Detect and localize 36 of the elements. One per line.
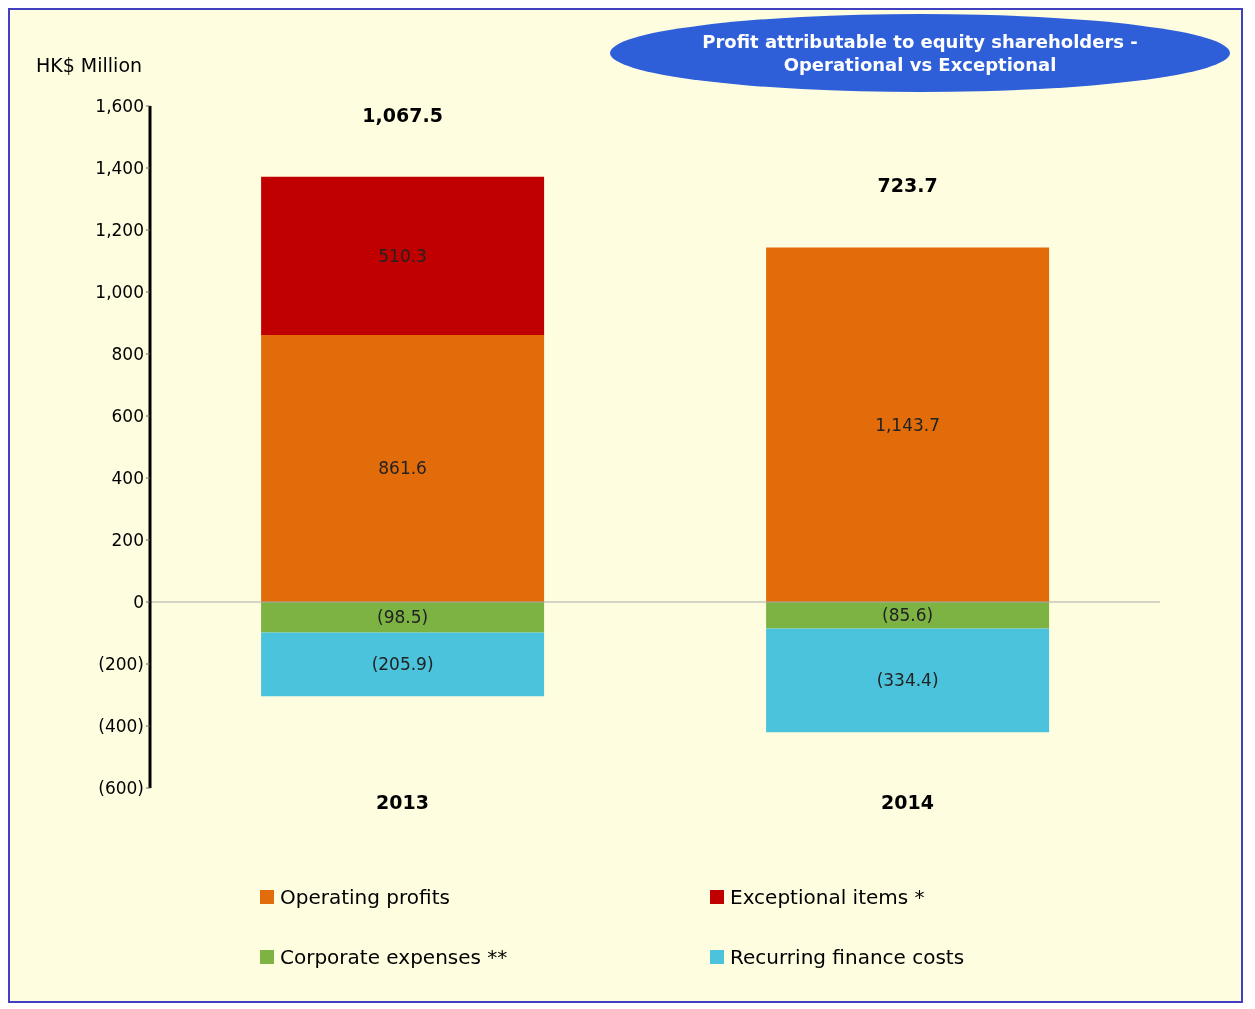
x-tick-label: 2014 bbox=[881, 791, 934, 814]
y-tick-label: (400) bbox=[98, 716, 144, 737]
y-tick-label: 600 bbox=[111, 406, 144, 427]
total-label: 1,067.5 bbox=[362, 103, 443, 126]
y-tick-label: 1,600 bbox=[95, 96, 144, 117]
y-tick-label: 1,000 bbox=[95, 282, 144, 303]
data-label: (98.5) bbox=[377, 607, 429, 628]
y-tick-label: 1,200 bbox=[95, 220, 144, 241]
y-axis-title: HK$ Million bbox=[36, 54, 143, 76]
y-tick-label: (200) bbox=[98, 654, 144, 675]
y-tick-label: 400 bbox=[111, 468, 144, 489]
chart-title: Profit attributable to equity shareholders - Operational vs Exceptional bbox=[610, 14, 1230, 92]
bar bbox=[766, 628, 1050, 733]
data-label: 1,143.7 bbox=[875, 414, 941, 435]
legend-label: Operating profits bbox=[280, 885, 450, 909]
bar bbox=[766, 602, 1050, 629]
bar bbox=[261, 602, 545, 633]
y-tick-label: 0 bbox=[133, 592, 144, 613]
bar bbox=[766, 247, 1050, 602]
data-label: (205.9) bbox=[371, 654, 434, 675]
y-tick-label: 200 bbox=[111, 530, 144, 551]
y-tick-label: 1,400 bbox=[95, 158, 144, 179]
total-label: 723.7 bbox=[877, 174, 938, 197]
data-label: (334.4) bbox=[876, 670, 939, 691]
legend-label: Corporate expenses ** bbox=[280, 945, 508, 969]
legend-label: Exceptional items * bbox=[730, 885, 925, 909]
y-tick-label: (600) bbox=[98, 778, 144, 799]
x-tick-label: 2013 bbox=[376, 791, 429, 814]
legend-label: Recurring finance costs bbox=[730, 945, 965, 969]
data-label: (85.6) bbox=[882, 605, 934, 626]
bar bbox=[261, 334, 545, 602]
y-tick-label: 800 bbox=[111, 344, 144, 365]
data-label: 510.3 bbox=[378, 245, 427, 266]
data-label: 861.6 bbox=[378, 458, 427, 479]
bar bbox=[261, 176, 545, 335]
bar bbox=[261, 632, 545, 697]
